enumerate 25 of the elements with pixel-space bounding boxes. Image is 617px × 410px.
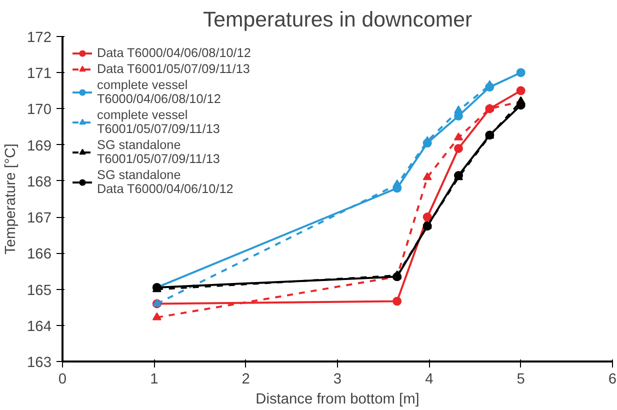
x-tick-label: 0 [58,372,67,388]
y-tick-label: 166 [27,246,52,263]
x-axis-title: Distance from bottom [m] [256,392,420,408]
y-tick-label: 165 [27,282,52,299]
y-tick-label: 163 [27,355,52,371]
x-tick-label: 2 [242,372,250,388]
legend-label: complete vessel T6001/05/07/09/11/13 [97,108,220,136]
chart-title: Temperatures in downcomer [202,8,472,32]
legend-label: Data T6000/04/06/08/10/12 [97,46,251,60]
x-tick-label: 4 [425,372,434,388]
y-tick-label: 164 [27,318,52,335]
y-tick-label: 171 [27,66,52,82]
x-tick-label: 5 [516,372,525,388]
x-tick-label: 1 [150,372,158,388]
legend-label: Data T6001/05/07/09/11/13 [97,62,250,76]
x-tick-label: 6 [608,372,617,388]
x-tick-label: 3 [333,372,342,388]
y-axis-title: Temperature [°C] [3,144,20,254]
y-tick-label: 170 [27,102,52,118]
legend-label: SG standalone T6001/05/07/09/11/13 [97,138,220,166]
y-tick-label: 172 [27,30,52,46]
y-tick-label: 168 [27,174,52,190]
y-tick-label: 167 [27,210,52,227]
legend-label: SG standalone Data T6000/04/06/10/12 [97,168,234,196]
y-tick-label: 169 [27,138,52,154]
